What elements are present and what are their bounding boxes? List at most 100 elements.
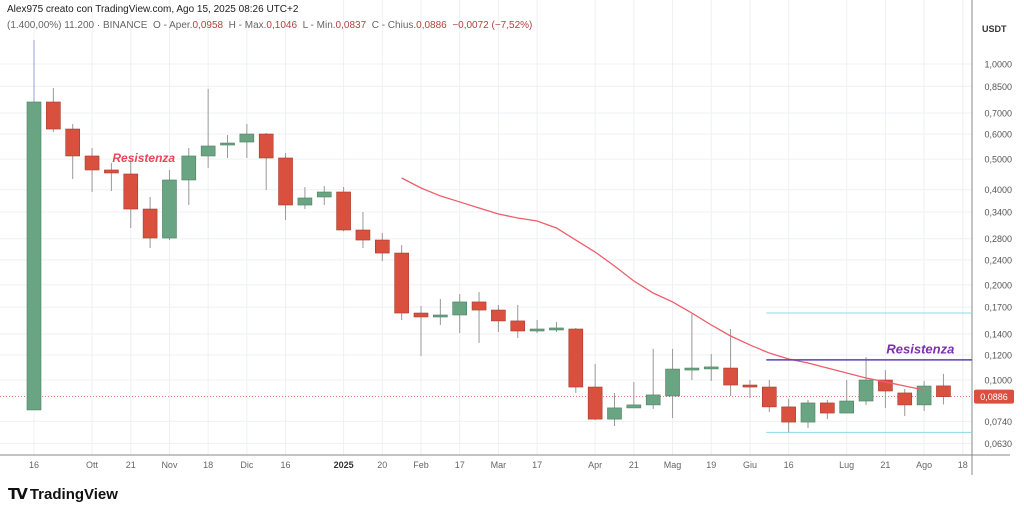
x-tick-label: 17 xyxy=(455,460,465,470)
moving-average-line xyxy=(401,177,925,391)
y-tick-label: 0,2800 xyxy=(984,234,1012,244)
x-tick-label: 16 xyxy=(281,460,291,470)
y-tick-label: 0,7000 xyxy=(984,108,1012,118)
candle-body xyxy=(568,328,584,388)
candle-body xyxy=(471,301,487,311)
x-tick-label: Mag xyxy=(664,460,682,470)
candle-body xyxy=(433,314,448,318)
x-tick-label: 2025 xyxy=(334,460,354,470)
candle-body xyxy=(297,197,313,206)
candle-body xyxy=(200,145,216,157)
x-tick-label: Dic xyxy=(240,460,253,470)
candle-body xyxy=(374,239,390,254)
x-tick-label: 16 xyxy=(784,460,794,470)
candle-body xyxy=(703,366,719,370)
candle-body xyxy=(549,327,564,331)
exchange: BINANCE xyxy=(103,20,148,31)
x-tick-label: Giu xyxy=(743,460,757,470)
candle-body xyxy=(142,208,158,239)
x-tick-label: Nov xyxy=(161,460,178,470)
candle-body xyxy=(26,101,42,411)
candle-body xyxy=(607,407,622,420)
y-tick-label: 0,2000 xyxy=(984,280,1012,290)
y-tick-label: 1,0000 xyxy=(984,60,1012,70)
candle-body xyxy=(800,402,816,423)
candle-body xyxy=(645,394,661,406)
y-tick-label: 0,5000 xyxy=(984,155,1012,165)
low-label: L - Min. xyxy=(302,20,336,31)
low-value: 0,0837 xyxy=(335,20,367,31)
y-tick-label: 0,4000 xyxy=(984,185,1012,195)
x-tick-label: Mar xyxy=(491,460,507,470)
x-tick-label: Ago xyxy=(916,460,932,470)
tradingview-logo: 𝗧𝗩 TradingView xyxy=(8,485,118,504)
close-label: C - Chius. xyxy=(371,20,417,31)
candle-body xyxy=(65,128,80,157)
candle-body xyxy=(413,312,429,318)
candle-body xyxy=(839,400,855,414)
close-value: 0,0886 xyxy=(416,20,447,31)
x-tick-label: 20 xyxy=(377,460,387,470)
candle-body xyxy=(626,404,642,409)
candle-body xyxy=(510,320,526,332)
candle-body xyxy=(452,301,468,316)
candle-body xyxy=(278,157,293,206)
tradingview-logo-icon: 𝗧𝗩 xyxy=(8,486,28,503)
candle-body xyxy=(123,173,139,210)
candle-body xyxy=(723,367,738,386)
candle-body xyxy=(820,402,835,414)
x-tick-label: 19 xyxy=(706,460,716,470)
current-price-label: 0,0886 xyxy=(980,392,1008,402)
candle-body xyxy=(936,385,951,397)
chart-credit: Alex975 creato con TradingView.com, Ago … xyxy=(7,4,299,15)
candle-body xyxy=(781,406,796,423)
y-tick-label: 0,0740 xyxy=(984,417,1012,427)
ohlc-legend: (1.400,00%) 11.200 · BINANCE O - Aper.0,… xyxy=(7,20,533,31)
candle-body xyxy=(355,229,371,241)
logo-text: TradingView xyxy=(29,485,118,503)
x-tick-label: 16 xyxy=(29,460,39,470)
y-tick-label: 0,2400 xyxy=(984,255,1012,265)
candle-body xyxy=(104,169,119,174)
candle-body xyxy=(394,252,409,314)
y-tick-label: 0,0630 xyxy=(984,439,1012,449)
y-tick-label: 0,3400 xyxy=(984,208,1012,218)
candle-body xyxy=(239,133,255,143)
candle-body xyxy=(316,191,332,198)
x-tick-label: 21 xyxy=(629,460,639,470)
current-price-badge xyxy=(974,389,1014,404)
y-tick-label: 0,6000 xyxy=(984,130,1012,140)
high-value: 0,1046 xyxy=(266,20,298,31)
x-tick-label: Ott xyxy=(86,460,99,470)
resistance-label: Resistenza xyxy=(886,341,954,356)
candle-body xyxy=(181,155,197,181)
candle-body xyxy=(46,101,61,130)
candle-body xyxy=(878,379,893,392)
candle-body xyxy=(761,386,777,408)
candle-body xyxy=(162,179,177,239)
candle-body xyxy=(84,155,100,171)
x-tick-label: 17 xyxy=(532,460,542,470)
candle-body xyxy=(916,385,932,406)
symbol-overlay[interactable]: (1.400,00%) 11.200 xyxy=(7,20,95,31)
candle-body xyxy=(220,142,235,146)
high-label: H - Max. xyxy=(228,20,267,31)
y-tick-label: 0,1000 xyxy=(984,376,1012,386)
candle-body xyxy=(665,368,680,397)
candle-body xyxy=(529,328,545,332)
candle-body xyxy=(336,191,351,231)
open-value: 0,0958 xyxy=(192,20,224,31)
x-tick-label: Apr xyxy=(588,460,602,470)
x-tick-label: 21 xyxy=(880,460,890,470)
x-tick-label: 21 xyxy=(126,460,136,470)
open-label: O - Aper. xyxy=(153,20,193,31)
y-axis-unit: USDT xyxy=(982,24,1007,34)
y-tick-label: 0,1400 xyxy=(984,329,1012,339)
candle-body xyxy=(897,392,913,406)
x-tick-label: 18 xyxy=(958,460,968,470)
x-tick-label: 18 xyxy=(203,460,213,470)
change-value: −0,0072 (−7,52%) xyxy=(452,20,533,31)
x-tick-label: Feb xyxy=(413,460,429,470)
y-tick-label: 0,8500 xyxy=(984,82,1012,92)
